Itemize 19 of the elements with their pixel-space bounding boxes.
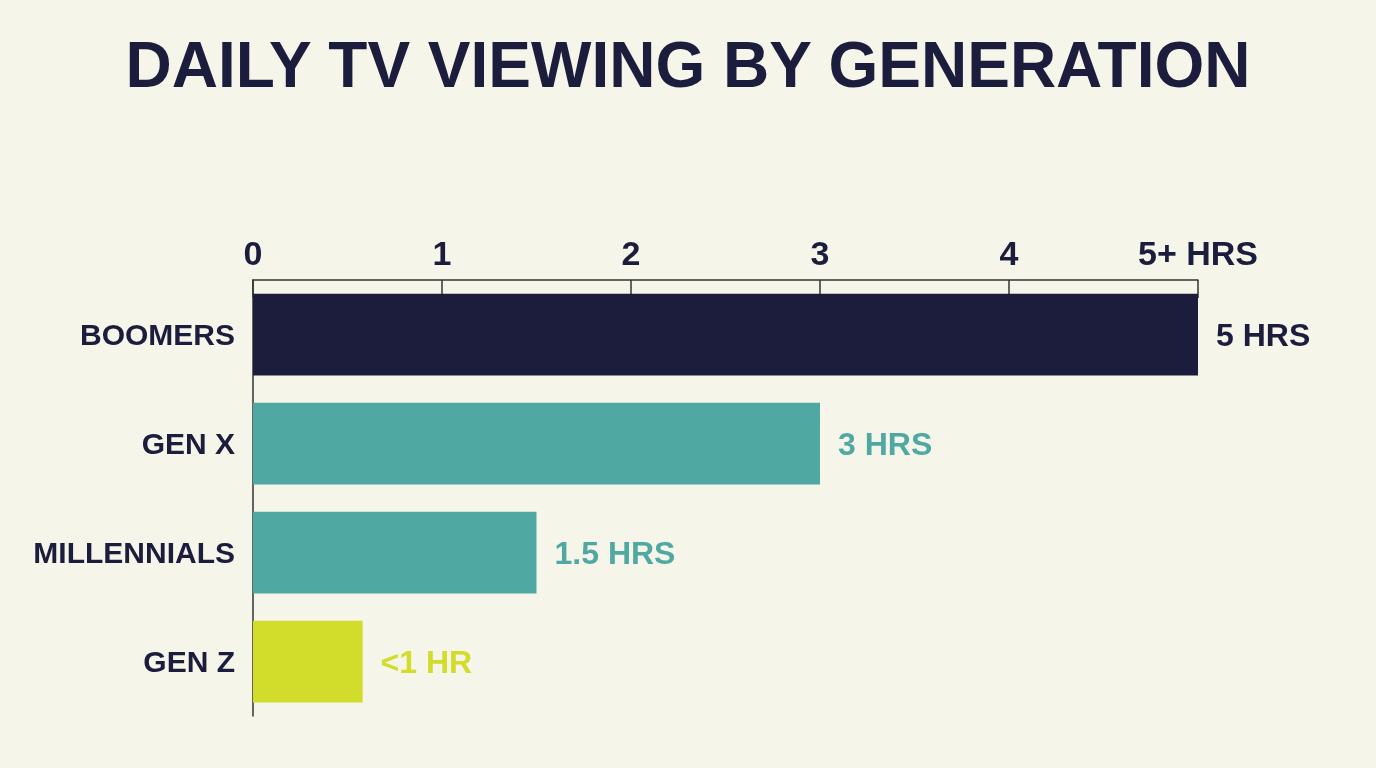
- chart-title: DAILY TV VIEWING BY GENERATION: [125, 29, 1251, 101]
- x-tick-label: 0: [243, 234, 263, 272]
- x-tick-label: 4: [999, 234, 1019, 272]
- data-label: 5 HRS: [1216, 316, 1311, 353]
- x-tick-label: 2: [621, 234, 641, 272]
- bar: [253, 620, 363, 703]
- y-tick-label: BOOMERS: [79, 318, 235, 351]
- y-tick-label: GEN X: [141, 427, 235, 460]
- bar: [253, 402, 820, 485]
- data-label: <1 HR: [380, 643, 473, 680]
- x-tick-label: 5+ HRS: [1138, 234, 1258, 272]
- x-tick-label: 3: [810, 234, 830, 272]
- data-label: 1.5 HRS: [554, 534, 676, 571]
- x-tick-label: 1: [432, 234, 452, 272]
- bar: [253, 511, 537, 594]
- y-tick-label: GEN Z: [143, 645, 235, 678]
- bar: [253, 293, 1198, 376]
- y-tick-label: MILLENNIALS: [33, 536, 235, 569]
- data-label: 3 HRS: [838, 425, 933, 462]
